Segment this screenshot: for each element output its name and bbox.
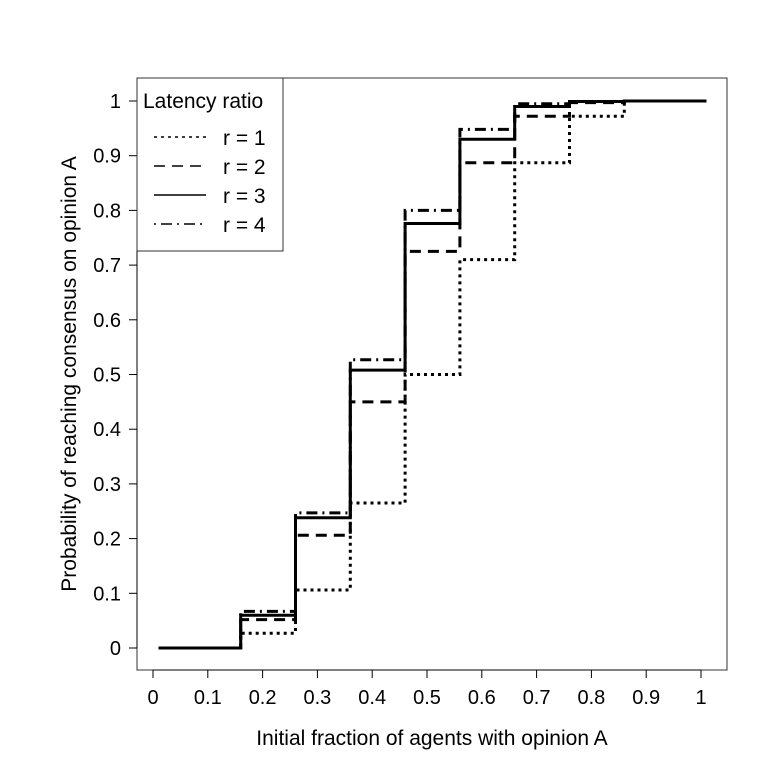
y-tick-label: 0.5: [93, 365, 121, 387]
plot-lines: [158, 99, 707, 650]
series-line-r4: [158, 99, 707, 650]
y-tick-label: 0.7: [93, 255, 121, 277]
y-axis: 0 0.1 0.2 0.3 0.4 0.5 0.6 0.7 0.8 0.9 1: [93, 91, 138, 660]
x-tick-label: 0.1: [194, 687, 222, 709]
y-tick-label: 0.8: [93, 200, 121, 222]
legend-box: [136, 77, 284, 252]
y-axis-title: Probability of reaching consensus on opi…: [58, 156, 81, 591]
series-line-r2: [158, 99, 707, 650]
y-tick-label: 0.4: [93, 419, 121, 441]
y-tick-label: 0.6: [93, 310, 121, 332]
x-tick-label: 0.6: [468, 687, 496, 709]
x-tick-label: 1: [695, 687, 706, 709]
legend: Latency ratio r = 1 r = 2 r = 3 r = 4: [136, 77, 284, 252]
legend-label: r = 1: [223, 127, 266, 150]
y-tick-label: 0: [110, 638, 121, 660]
x-tick-label: 0.8: [577, 687, 605, 709]
y-tick-label: 0.2: [93, 529, 121, 551]
legend-label: r = 3: [223, 185, 266, 208]
y-tick-label: 0.1: [93, 583, 121, 605]
x-axis-title: Initial fraction of agents with opinion …: [256, 727, 607, 750]
x-tick-label: 0.5: [413, 687, 441, 709]
x-tick-label: 0.9: [632, 687, 660, 709]
legend-title: Latency ratio: [143, 90, 263, 113]
y-tick-label: 0.3: [93, 474, 121, 496]
x-tick-label: 0.2: [249, 687, 277, 709]
x-tick-label: 0.4: [358, 687, 386, 709]
legend-label: r = 4: [223, 214, 266, 237]
x-tick-label: 0: [147, 687, 158, 709]
legend-label: r = 2: [223, 156, 266, 179]
series-line-r1: [158, 99, 707, 650]
x-tick-label: 0.3: [303, 687, 331, 709]
y-tick-label: 1: [110, 91, 121, 113]
x-tick-label: 0.7: [523, 687, 551, 709]
y-tick-label: 0.9: [93, 146, 121, 168]
x-axis: 0 0.1 0.2 0.3 0.4 0.5 0.6 0.7 0.8 0.9 1: [147, 669, 707, 709]
